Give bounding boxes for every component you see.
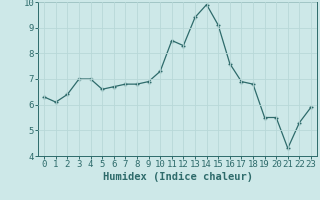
X-axis label: Humidex (Indice chaleur): Humidex (Indice chaleur) (103, 172, 252, 182)
